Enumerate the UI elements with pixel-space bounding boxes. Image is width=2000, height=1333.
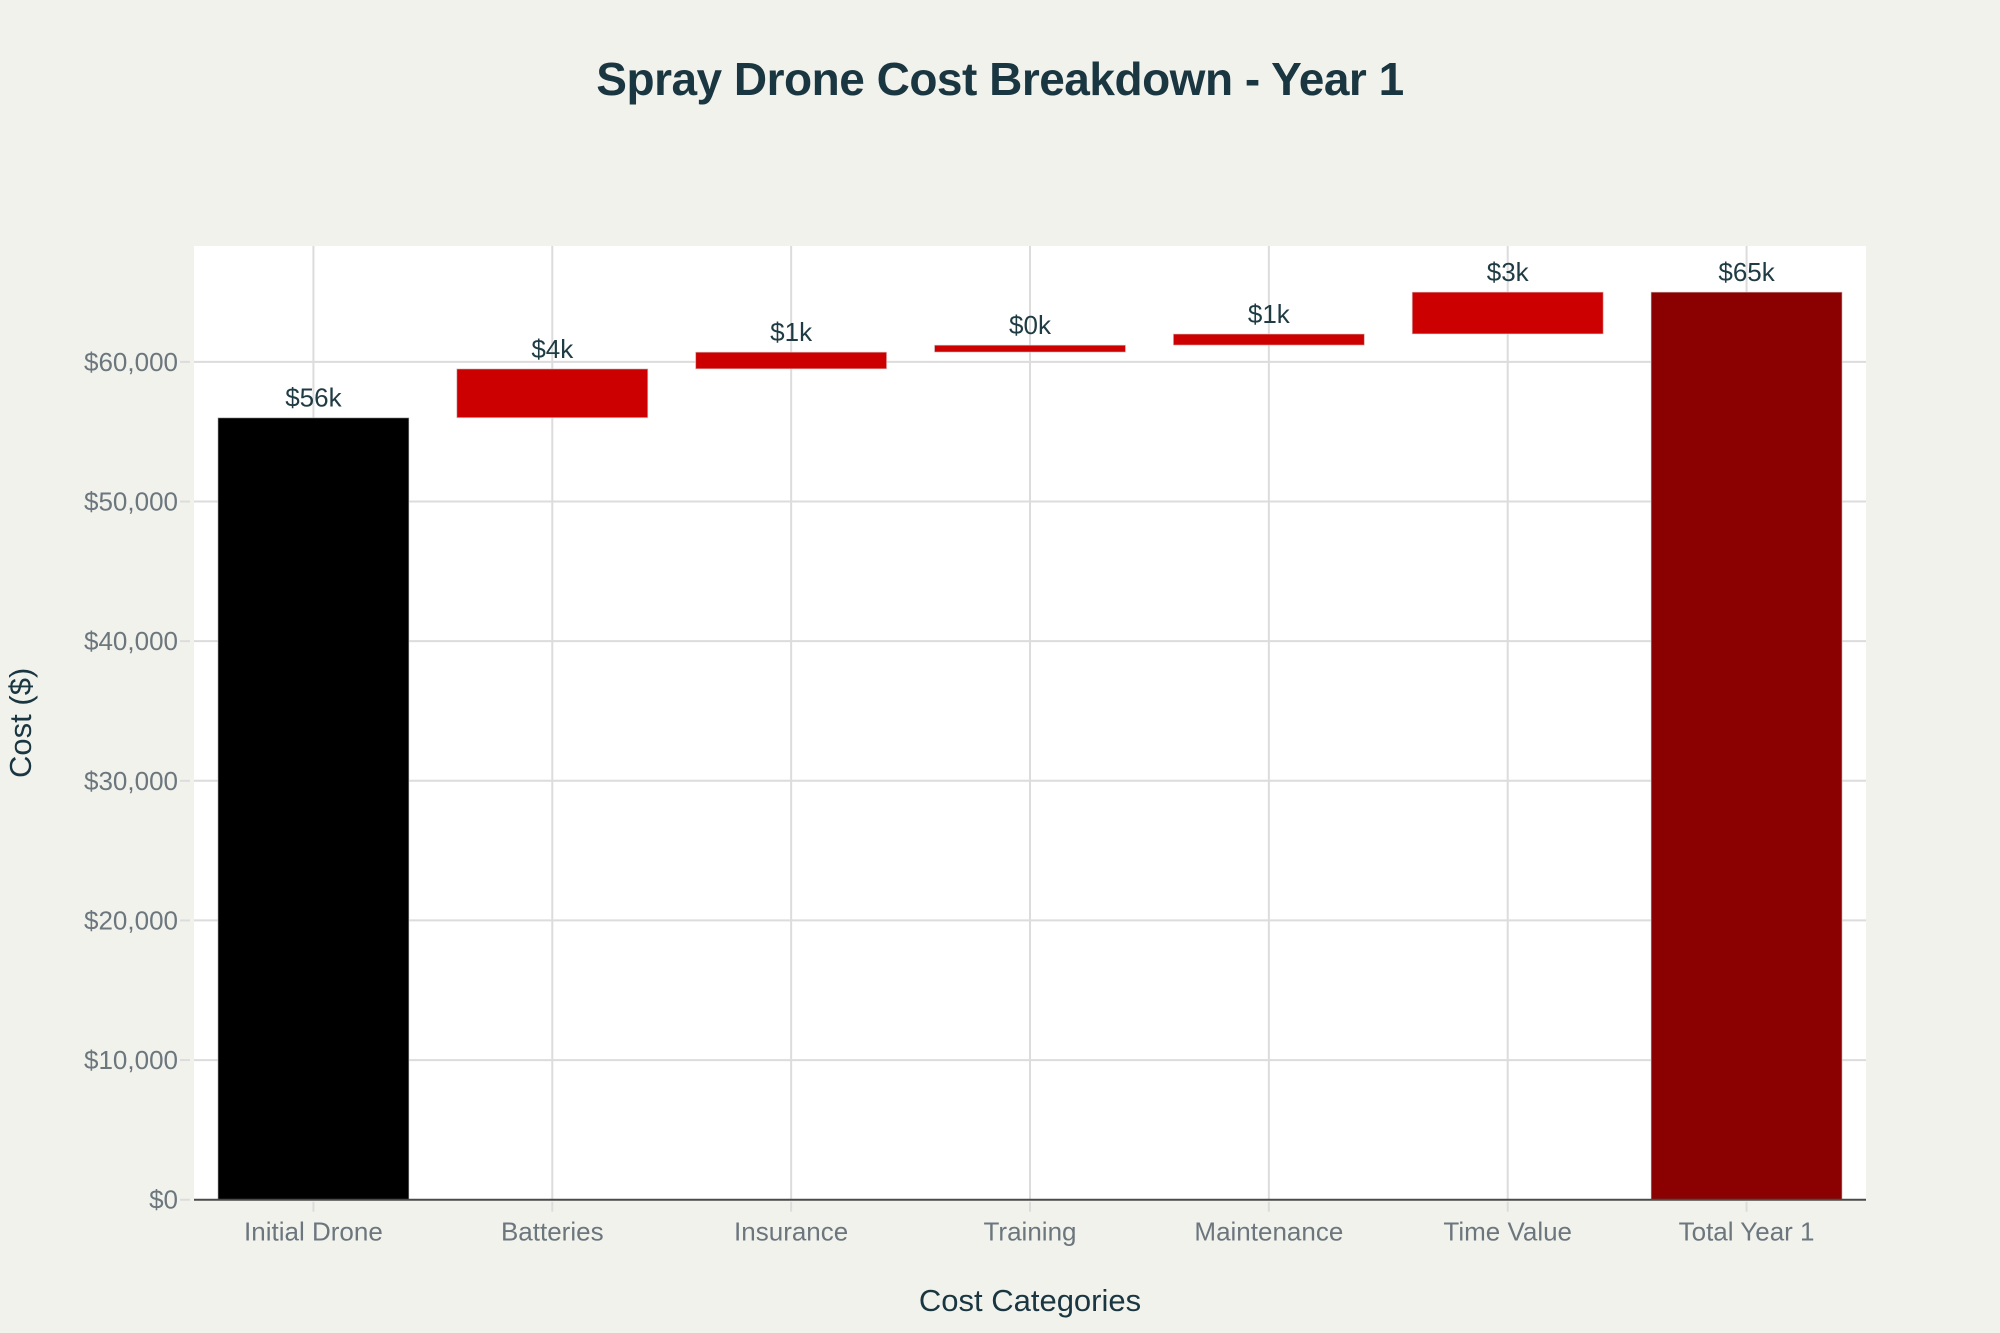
data-labels: $56k $4k $1k $0k $1k $3k $65k [285,257,1776,413]
y-axis-ticks: $0 $10,000 $20,000 $30,000 $40,000 $50,000 $60… [84,347,190,1215]
bar-training [933,344,1127,353]
data-label: $3k [1487,257,1530,287]
data-label: $0k [1009,310,1052,340]
data-label: $1k [1248,299,1291,329]
x-tick-label: Training [984,1217,1077,1247]
bar-initial-drone [217,417,410,1201]
bar-maintenance [1172,333,1365,346]
x-tick-label: Total Year 1 [1679,1217,1815,1247]
y-tick-label: $0 [149,1185,178,1215]
chart-title: Spray Drone Cost Breakdown - Year 1 [596,53,1404,105]
bars [217,291,1843,1201]
x-tick-label: Initial Drone [244,1217,383,1247]
y-tick-label: $20,000 [84,905,178,935]
x-tick-label: Maintenance [1194,1217,1343,1247]
data-label: $65k [1718,257,1775,287]
y-tick-label: $10,000 [84,1045,178,1075]
x-axis-ticks: Initial Drone Batteries Insurance Training M… [244,1201,1815,1247]
y-tick-label: $50,000 [84,487,178,517]
bar-insurance [695,351,888,370]
data-label: $1k [770,317,813,347]
y-tick-label: $30,000 [84,766,178,796]
bar-total-year-1 [1650,291,1843,1201]
bar-batteries [456,368,649,419]
data-label: $56k [285,383,342,413]
y-tick-label: $60,000 [84,347,178,377]
x-tick-label: Insurance [734,1217,848,1247]
y-tick-label: $40,000 [84,626,178,656]
x-tick-label: Batteries [501,1217,604,1247]
data-label: $4k [531,334,574,364]
x-tick-label: Time Value [1443,1217,1572,1247]
x-axis-title: Cost Categories [919,1283,1141,1318]
y-axis-title: Cost ($) [3,668,38,778]
bar-time-value [1411,291,1604,335]
